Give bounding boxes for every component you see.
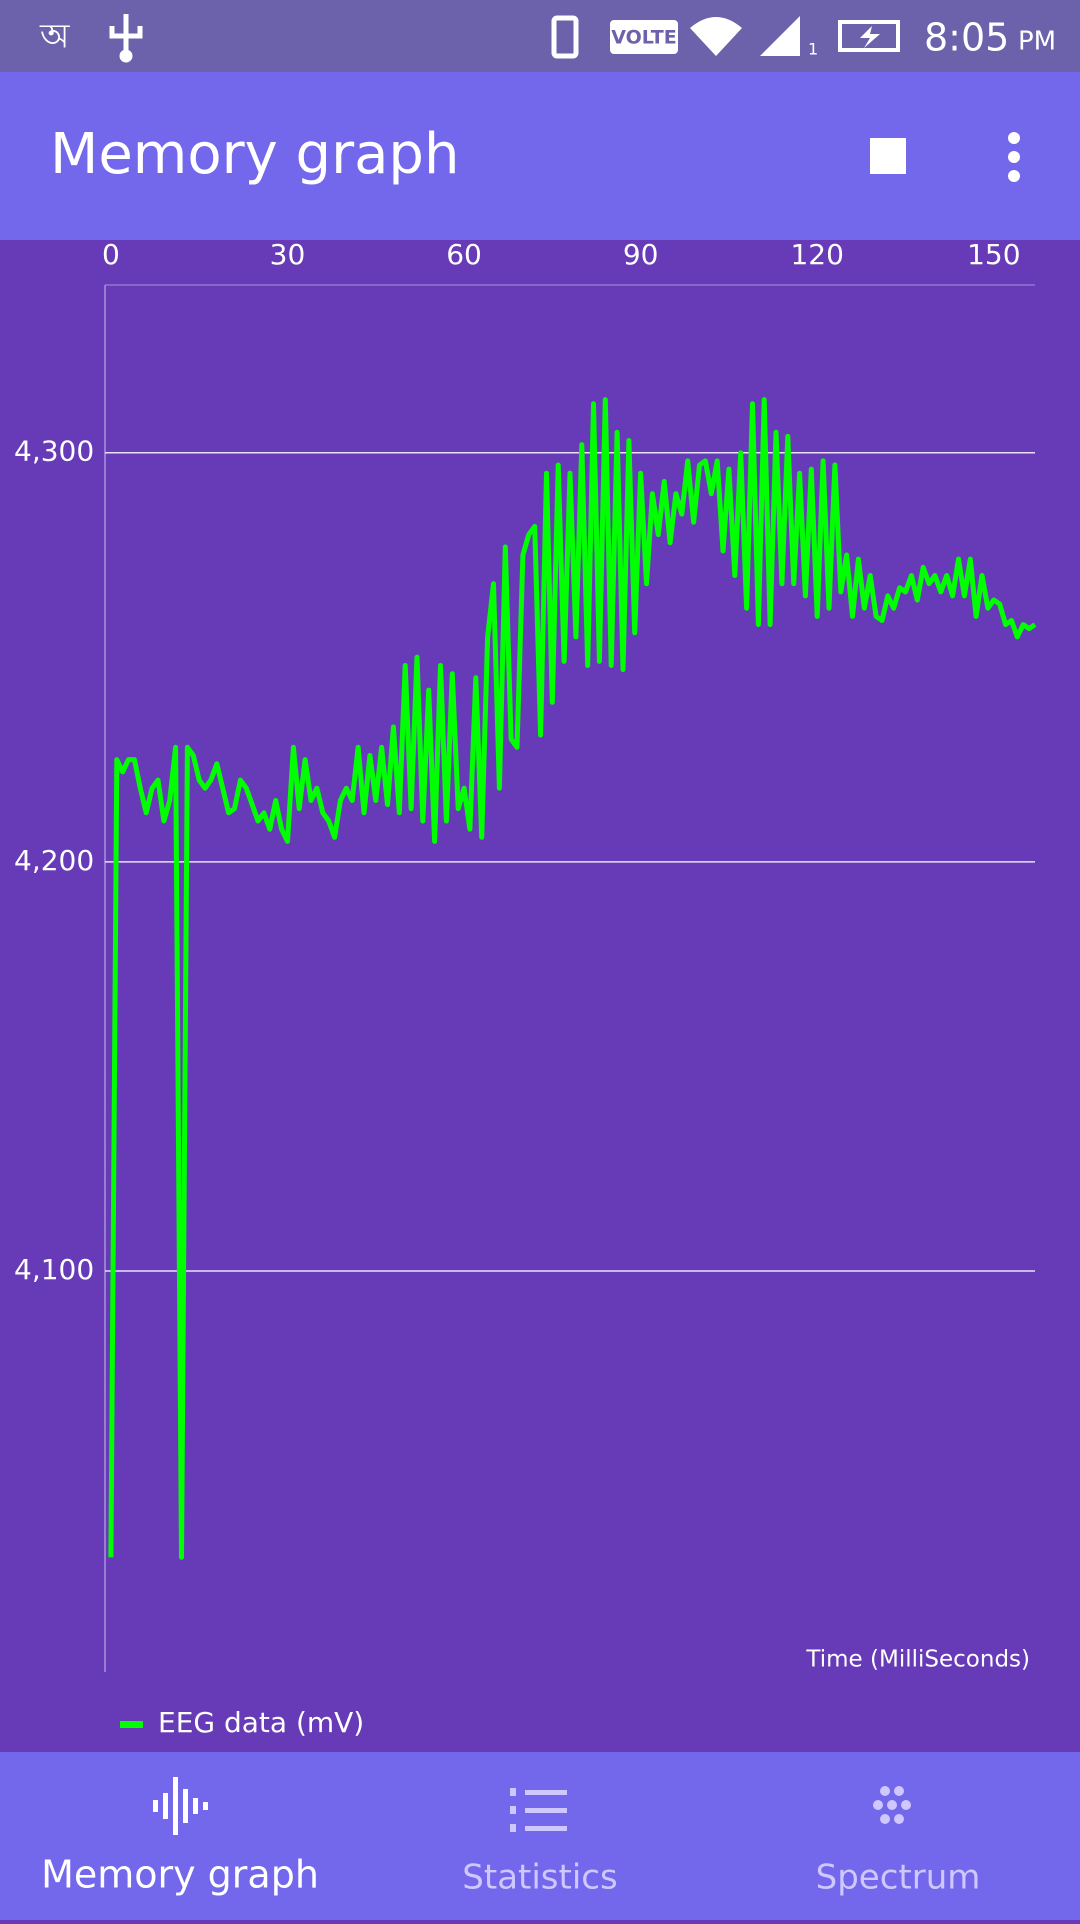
x-tick-label: 0 bbox=[102, 238, 120, 271]
nav-statistics[interactable]: Statistics bbox=[462, 1858, 617, 1898]
app-title: Memory graph bbox=[50, 122, 459, 187]
legend-swatch bbox=[120, 1721, 143, 1728]
x-tick-label: 120 bbox=[790, 238, 843, 271]
nav-spectrum[interactable]: Spectrum bbox=[816, 1858, 981, 1898]
clock: 8:05 bbox=[924, 16, 1009, 60]
x-axis-label: Time (MilliSeconds) bbox=[805, 1647, 1030, 1673]
more-menu[interactable] bbox=[1008, 132, 1020, 182]
x-tick-label: 150 bbox=[967, 238, 1020, 271]
bottom-nav bbox=[0, 1752, 1080, 1920]
x-tick-label: 90 bbox=[623, 238, 659, 271]
battery-icon bbox=[838, 20, 900, 52]
data-line bbox=[108, 397, 1037, 1560]
statistics-icon bbox=[510, 1788, 567, 1832]
volte-text: VOLTE bbox=[611, 27, 676, 49]
status-glyph: অ bbox=[39, 17, 70, 57]
nav-memory-graph[interactable]: Memory graph bbox=[41, 1853, 319, 1897]
usb-icon bbox=[109, 14, 143, 63]
signal-icon bbox=[760, 16, 800, 56]
phone-icon bbox=[551, 15, 579, 59]
stop-button[interactable] bbox=[870, 138, 906, 174]
x-tick-label: 60 bbox=[446, 238, 482, 271]
chart: 4,100 4,200 4,300 0 30 60 90 120 150 Time (MilliS… bbox=[14, 238, 1037, 1739]
volte-badge bbox=[610, 20, 678, 54]
memory-graph-icon bbox=[153, 1777, 208, 1835]
x-tick-label: 30 bbox=[270, 238, 306, 271]
sim-number: 1 bbox=[808, 40, 818, 59]
clock-ampm: PM bbox=[1018, 27, 1056, 57]
charge-icon bbox=[860, 26, 880, 48]
y-tick-label: 4,300 bbox=[14, 435, 94, 468]
legend-label: EEG data (mV) bbox=[158, 1706, 364, 1739]
wifi-icon bbox=[690, 17, 742, 56]
spectrum-icon bbox=[873, 1786, 911, 1824]
status-bar bbox=[0, 0, 1080, 72]
y-tick-label: 4,200 bbox=[14, 844, 94, 877]
y-tick-label: 4,100 bbox=[14, 1253, 94, 1286]
